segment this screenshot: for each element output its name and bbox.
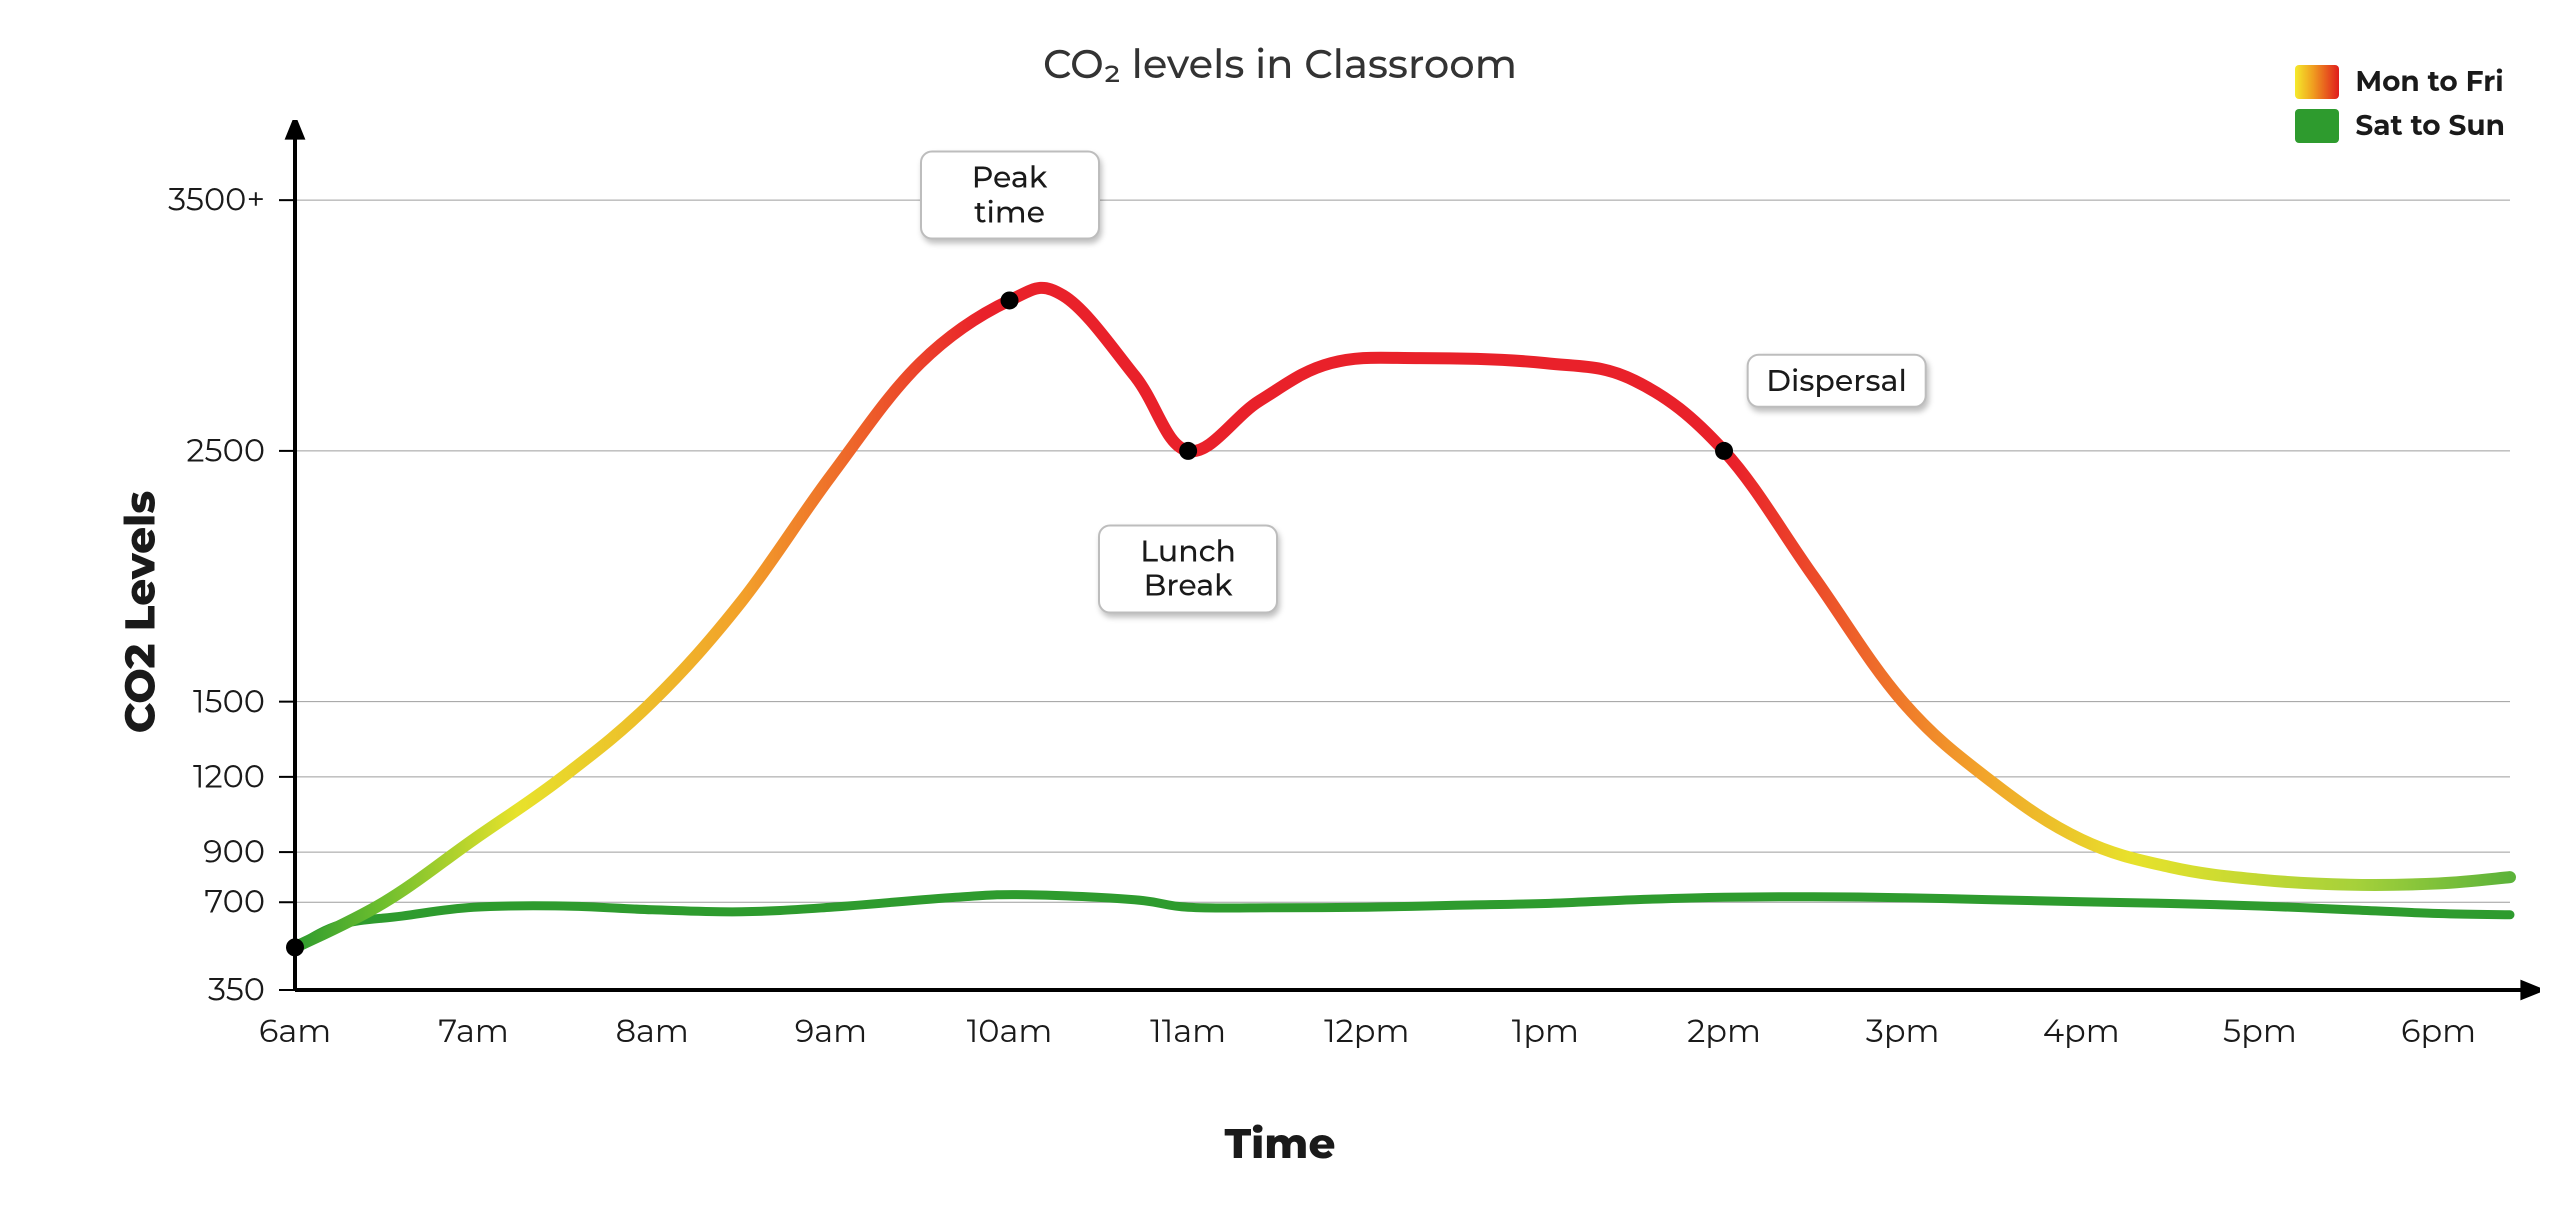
legend-swatch-weekday: [2295, 65, 2339, 99]
y-tick-label: 1500: [0, 682, 265, 721]
x-tick-label: 3pm: [1866, 1012, 1940, 1051]
marker-point: [1179, 442, 1197, 460]
x-tick-label: 7am: [438, 1012, 508, 1051]
y-tick-label: 1200: [0, 757, 265, 796]
x-tick-label: 9am: [795, 1012, 867, 1051]
y-tick-label: 900: [0, 833, 265, 872]
y-tick-label: 700: [0, 883, 265, 922]
x-tick-label: 2pm: [1687, 1012, 1761, 1051]
series-weekday: [295, 288, 2510, 948]
x-tick-label: 5pm: [2223, 1012, 2297, 1051]
x-tick-label: 1pm: [1512, 1012, 1579, 1051]
y-tick-label: 350: [0, 971, 265, 1010]
x-tick-label: 6am: [259, 1012, 331, 1051]
legend-label-weekday: Mon to Fri: [2355, 65, 2503, 99]
x-tick-label: 10am: [967, 1012, 1053, 1051]
marker-point: [1715, 442, 1733, 460]
x-tick-label: 11am: [1150, 1012, 1226, 1051]
chart-title: CO₂ levels in Classroom: [0, 40, 2560, 89]
x-tick-label: 12pm: [1324, 1012, 1409, 1051]
x-axis-label: Time: [0, 1117, 2560, 1169]
annotation-box: LunchBreak: [1098, 524, 1278, 613]
y-tick-label: 2500: [0, 431, 265, 470]
annotation-box: Dispersal: [1746, 353, 1927, 408]
y-tick-label: 3500+: [0, 181, 265, 220]
annotation-box: Peaktime: [920, 151, 1100, 240]
chart-area: [160, 120, 2540, 1040]
x-tick-label: 6pm: [2401, 1012, 2476, 1051]
chart-svg: [160, 120, 2540, 1040]
x-tick-label: 4pm: [2043, 1012, 2120, 1051]
marker-point: [1001, 291, 1019, 309]
x-tick-label: 8am: [616, 1012, 689, 1051]
legend-item-weekday: Mon to Fri: [2295, 65, 2505, 99]
